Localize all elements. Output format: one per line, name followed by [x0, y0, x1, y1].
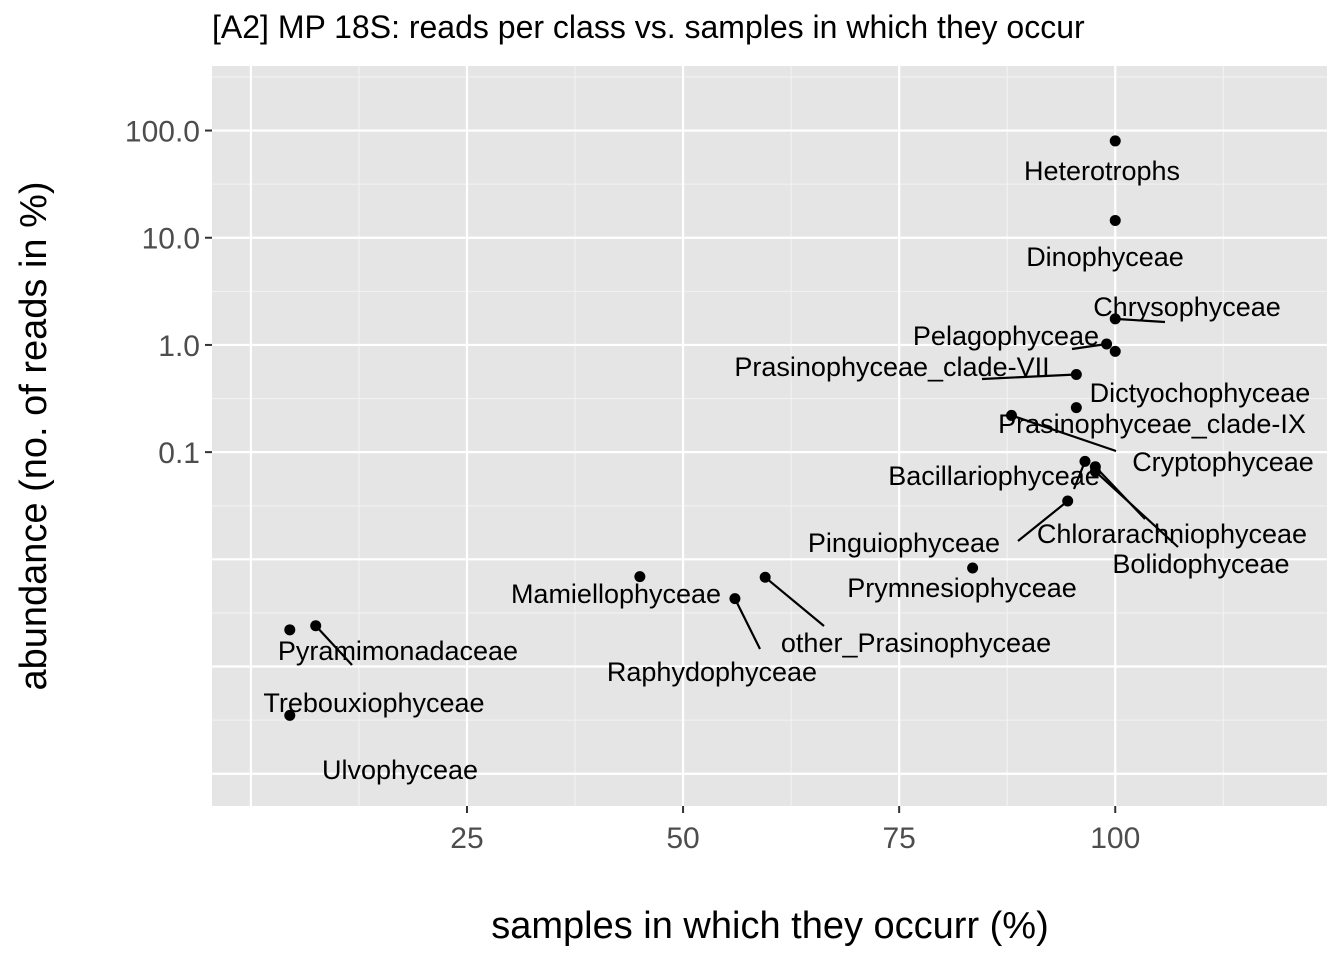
plot-panel — [212, 66, 1327, 806]
point-label: Ulvophyceae — [322, 755, 478, 785]
data-point — [1006, 409, 1018, 421]
leader-line — [314, 625, 353, 666]
y-tick-label: 10.0 — [142, 223, 200, 256]
point-label: Dictyochophyceae — [1090, 378, 1311, 408]
leader-line — [733, 598, 761, 650]
leader-line — [1017, 500, 1069, 542]
data-point — [1070, 368, 1082, 380]
point-label: other_Prasinophyceae — [781, 628, 1051, 658]
leader-line — [1115, 317, 1166, 324]
data-point — [1109, 345, 1121, 357]
point-label: Pyramimonadaceae — [278, 636, 518, 666]
data-point — [1070, 402, 1082, 414]
data-point — [967, 562, 979, 574]
data-points — [284, 135, 1121, 721]
data-point — [1109, 214, 1121, 226]
leader-line — [1071, 342, 1107, 351]
point-label: Bacillariophyceae — [888, 461, 1100, 491]
chart-title: [A2] MP 18S: reads per class vs. samples… — [212, 9, 1085, 45]
point-label: Cryptophyceae — [1132, 447, 1314, 477]
tick-labels: 25 50 75 100 0.1 1.0 10.0 100.0 — [125, 116, 1140, 855]
major-gridlines — [212, 66, 1327, 806]
x-axis-title: samples in which they occurr (%) — [491, 905, 1049, 947]
data-point — [1109, 135, 1121, 147]
point-label: Chlorarachniophyceae — [1037, 519, 1307, 549]
point-label: Prasinophyceae_clade-IX — [998, 409, 1306, 439]
leader-line — [981, 373, 1077, 381]
leader-line — [764, 576, 825, 627]
data-point — [759, 571, 771, 583]
point-label: Prasinophyceae_clade-VII — [734, 352, 1049, 382]
minor-gridlines — [212, 66, 1327, 806]
data-point — [310, 620, 322, 632]
point-label: Dinophyceae — [1026, 242, 1184, 272]
point-label: Heterotrophs — [1024, 156, 1180, 186]
point-label: Raphydophyceae — [607, 657, 817, 687]
data-point — [1101, 338, 1113, 350]
x-tick-label: 100 — [1090, 822, 1140, 855]
data-point — [1089, 465, 1101, 477]
y-tick-label: 1.0 — [158, 330, 200, 363]
data-point — [729, 593, 741, 605]
data-point — [284, 709, 296, 721]
data-point — [1062, 495, 1074, 507]
data-point — [284, 624, 296, 636]
point-labels: Heterotrophs Dinophyceae ChrysophyceaePela… — [263, 156, 1313, 785]
leader-line — [1094, 470, 1179, 548]
axis-ticks — [205, 129, 1117, 813]
point-label: Trebouxiophyceae — [263, 688, 484, 718]
y-tick-label: 0.1 — [158, 437, 200, 470]
data-point — [1079, 455, 1091, 467]
label-leader-lines — [314, 317, 1179, 666]
point-label: Prymnesiophyceae — [847, 573, 1077, 603]
data-point — [1109, 313, 1121, 325]
leader-line — [1011, 414, 1117, 453]
x-tick-label: 75 — [882, 822, 915, 855]
point-label: Chrysophyceae — [1093, 292, 1281, 322]
x-tick-label: 50 — [666, 822, 699, 855]
point-label: Bolidophyceae — [1112, 549, 1289, 579]
x-tick-label: 25 — [450, 822, 483, 855]
point-label: Mamiellophyceae — [511, 579, 721, 609]
data-point — [634, 571, 646, 583]
y-tick-label: 100.0 — [125, 116, 200, 149]
y-axis-title: abundance (no. of reads in %) — [13, 181, 55, 690]
point-label: Pinguiophyceae — [808, 528, 1000, 558]
point-label: Pelagophyceae — [913, 321, 1099, 351]
